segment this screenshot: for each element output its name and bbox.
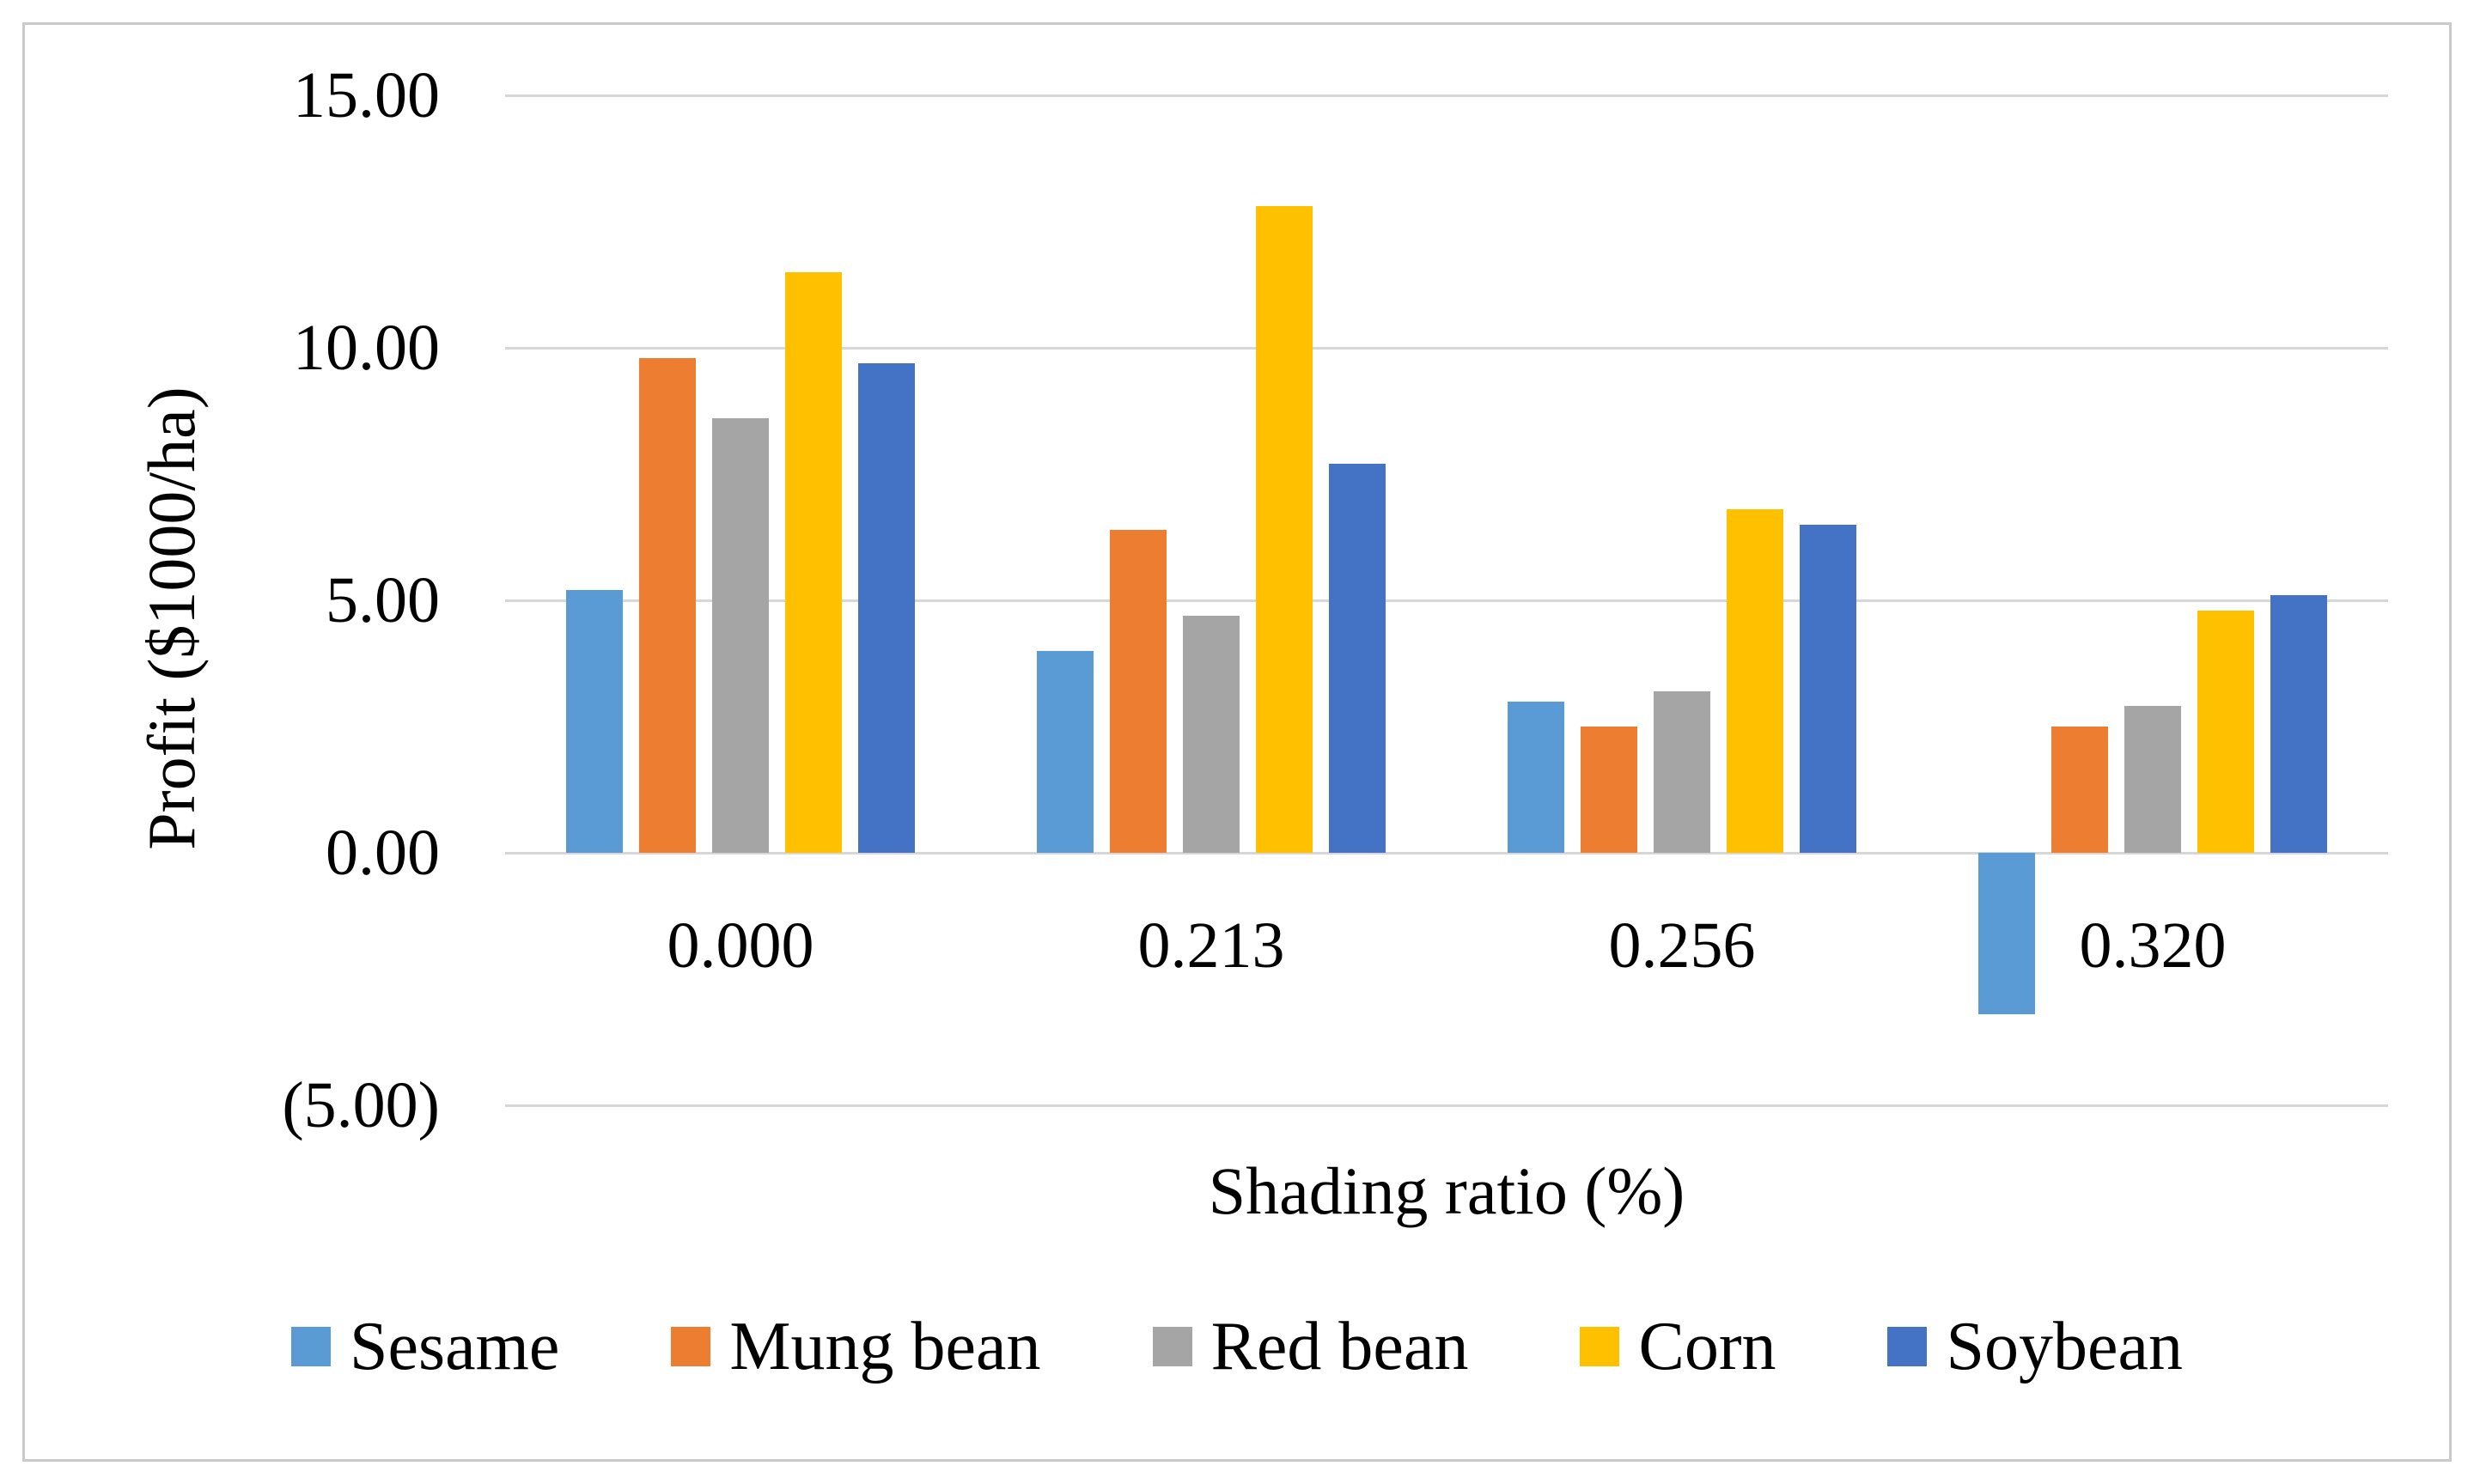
bar-red-bean-0.213 [1183, 615, 1240, 853]
bar-sesame-0.000 [566, 590, 623, 853]
x-category-label-0.000: 0.000 [667, 909, 814, 982]
bar-soybean-0.213 [1329, 464, 1386, 853]
bar-red-bean-0.320 [2124, 706, 2181, 853]
gridline-15.00 [505, 94, 2388, 97]
bar-mung-bean-0.320 [2051, 727, 2108, 853]
legend-item-mung-bean: Mung bean [671, 1309, 1041, 1384]
gridline-10.00 [505, 347, 2388, 350]
legend-label: Red bean [1210, 1309, 1469, 1384]
bar-corn-0.000 [785, 271, 842, 853]
legend: Sesame Mung bean Red bean Corn Soybean [0, 1312, 2474, 1381]
legend-item-red-bean: Red bean [1152, 1309, 1469, 1384]
bar-soybean-0.256 [1800, 524, 1856, 853]
x-axis-line [505, 852, 2388, 855]
bar-mung-bean-0.213 [1110, 529, 1167, 853]
legend-label: Soybean [1946, 1309, 2183, 1384]
x-category-label-0.256: 0.256 [1608, 909, 1756, 982]
bar-soybean-0.000 [858, 362, 915, 853]
bar-corn-0.256 [1727, 509, 1783, 853]
bar-corn-0.320 [2197, 610, 2254, 853]
legend-item-corn: Corn [1580, 1312, 1776, 1381]
bar-corn-0.213 [1256, 206, 1313, 853]
legend-label: Mung bean [729, 1309, 1041, 1384]
legend-marker-icon [1580, 1327, 1620, 1366]
legend-item-soybean: Soybean [1887, 1312, 2183, 1381]
legend-label: Sesame [350, 1309, 560, 1384]
bar-sesame-0.320 [1978, 853, 2035, 1015]
x-axis-title: Shading ratio (%) [1208, 1153, 1685, 1228]
y-tick-label-(5.00): (5.00) [282, 1069, 440, 1141]
legend-marker-icon [671, 1327, 711, 1366]
legend-label: Corn [1638, 1309, 1776, 1384]
bar-sesame-0.213 [1037, 650, 1094, 853]
legend-item-sesame: Sesame [291, 1312, 559, 1381]
gridline-(5.00) [505, 1104, 2388, 1107]
gridline-5.00 [505, 599, 2388, 602]
bar-soybean-0.320 [2270, 595, 2327, 853]
bar-sesame-0.256 [1508, 701, 1564, 853]
x-category-label-0.320: 0.320 [2079, 909, 2227, 982]
bar-mung-bean-0.000 [639, 357, 696, 853]
bar-red-bean-0.256 [1654, 690, 1710, 853]
y-tick-label-5.00: 5.00 [326, 564, 440, 636]
bar-mung-bean-0.256 [1581, 727, 1637, 853]
legend-marker-icon [1887, 1327, 1928, 1366]
y-tick-label-15.00: 15.00 [293, 59, 440, 131]
y-tick-label-10.00: 10.00 [293, 312, 440, 384]
figure-border [22, 22, 2452, 1462]
x-category-label-0.213: 0.213 [1137, 909, 1285, 982]
legend-marker-icon [291, 1327, 332, 1366]
legend-marker-icon [1152, 1327, 1192, 1366]
y-tick-label-0.00: 0.00 [326, 817, 440, 889]
bar-red-bean-0.000 [712, 418, 769, 853]
